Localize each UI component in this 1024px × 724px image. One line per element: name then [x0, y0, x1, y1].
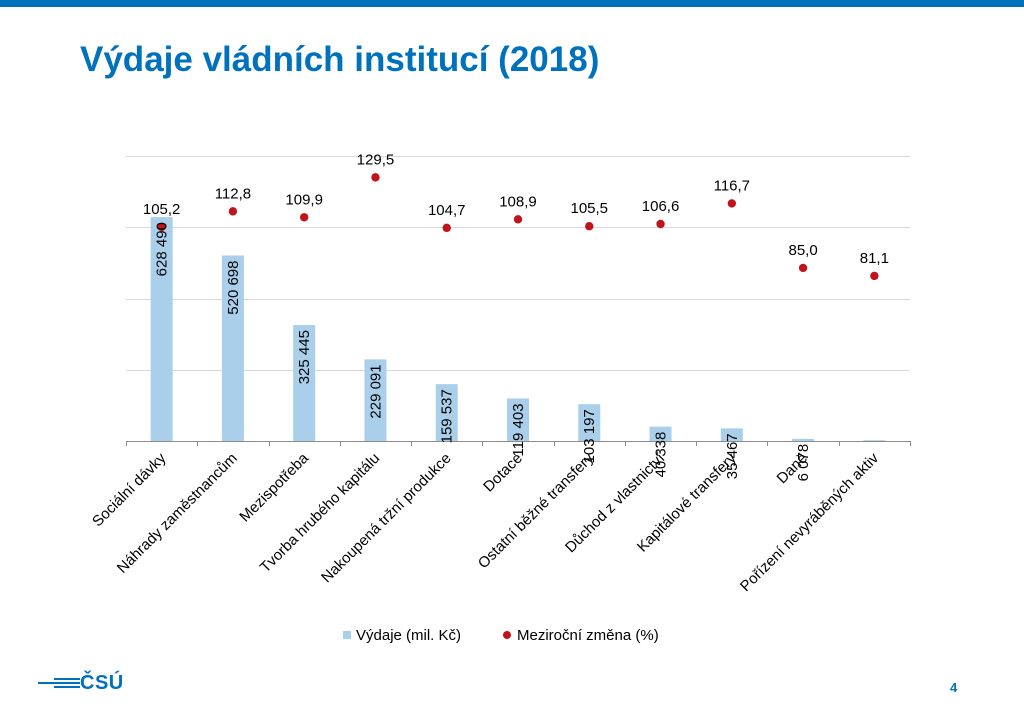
top-accent-bar [0, 0, 1024, 7]
bar-vydaje [364, 359, 387, 441]
point-mezirocni-zmena [585, 222, 594, 231]
csu-logo: ČSÚ [38, 672, 138, 696]
page-title: Výdaje vládních institucí (2018) [80, 40, 600, 79]
point-mezirocni-zmena [371, 173, 380, 182]
category-label: Sociální dávky [89, 449, 170, 530]
bar-value-label: 40 338 [653, 432, 670, 478]
point-value-label: 112,8 [215, 185, 251, 202]
bar-vydaje [221, 255, 244, 441]
bar-value-label: 35 467 [724, 433, 741, 479]
bar-value-label: 159 537 [439, 389, 456, 443]
bar-vydaje [863, 440, 886, 441]
bar-value-label: 520 698 [225, 261, 242, 315]
point-mezirocni-zmena [727, 199, 737, 208]
legend-label-vydaje: Výdaje (mil. Kč) [356, 627, 461, 644]
bar-value-label: 6 078 [795, 444, 812, 482]
category-label: Tvorba hrubého kapitálu [257, 450, 383, 576]
point-value-label: 105,5 [570, 200, 608, 217]
page-number: 4 [950, 680, 958, 695]
point-value-label: 116,7 [714, 177, 750, 194]
logo-lines-icon [38, 678, 80, 690]
category-label: Mezispotřeba [236, 449, 312, 525]
point-value-label: 105,2 [143, 201, 181, 218]
bar-value-label: 229 091 [367, 364, 384, 418]
bar-vydaje [720, 428, 743, 441]
logo-text: ČSÚ [80, 672, 124, 694]
legend-swatch-bar [343, 631, 351, 639]
category-label: Ostatní běžné transfery [475, 449, 598, 572]
point-value-label: 81,1 [860, 250, 889, 267]
point-mezirocni-zmena [513, 215, 523, 224]
point-value-label: 129,5 [357, 151, 395, 168]
point-mezirocni-zmena [157, 222, 166, 232]
point-mezirocni-zmena [656, 219, 665, 229]
category-label: Dotace [480, 450, 526, 496]
point-value-label: 108,9 [499, 193, 537, 210]
bar-vydaje [578, 404, 601, 441]
point-mezirocni-zmena [442, 223, 451, 233]
point-mezirocni-zmena [798, 263, 808, 273]
bar-vydaje [649, 426, 672, 441]
category-label: Náhrady zaměstnancům [114, 450, 241, 577]
bar-vydaje [507, 398, 529, 441]
point-value-label: 106,6 [642, 198, 680, 215]
category-label: Nakoupená tržní produkce [318, 450, 454, 586]
point-value-label: 85,0 [788, 242, 817, 259]
bar-vydaje [435, 384, 458, 441]
bar-value-label: 103 197 [581, 409, 598, 463]
legend-swatch-point [503, 631, 511, 639]
point-mezirocni-zmena [299, 213, 309, 222]
bar-vydaje [293, 325, 316, 441]
legend-label-zmena: Meziroční změna (%) [517, 627, 659, 644]
point-value-label: 104,7 [428, 202, 466, 219]
bar-value-label: 628 490 [154, 222, 171, 276]
bar-value-label: 325 445 [296, 330, 313, 384]
bar-vydaje [150, 217, 173, 441]
point-mezirocni-zmena [228, 207, 238, 216]
bar-vydaje [792, 438, 815, 441]
point-value-label: 109,9 [285, 191, 323, 208]
bar-value-label: 119 403 [510, 403, 527, 456]
point-mezirocni-zmena [870, 271, 879, 281]
